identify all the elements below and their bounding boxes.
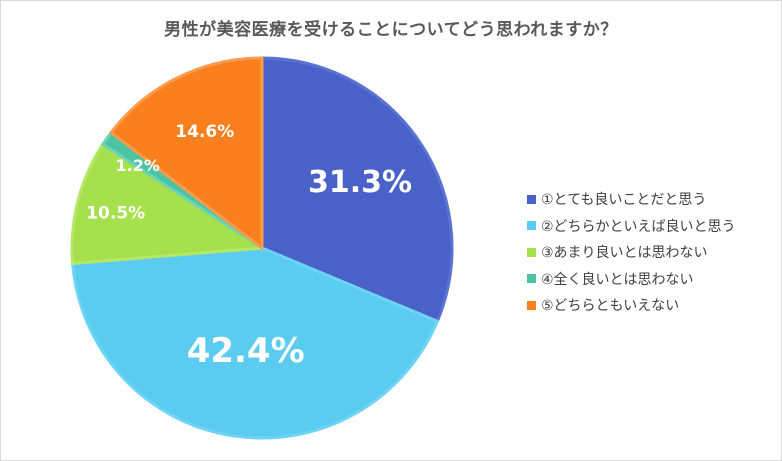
data-label-5: 14.6% xyxy=(175,122,234,142)
legend-item-3: ③あまり良いとは思わない xyxy=(527,239,736,266)
legend-label: ③あまり良いとは思わない xyxy=(541,245,708,262)
pie-slice-2 xyxy=(71,246,439,440)
legend-swatch xyxy=(527,194,536,204)
legend-item-2: ②どちらかといえば良いと思う xyxy=(527,213,736,240)
legend-swatch xyxy=(527,221,536,231)
legend-swatch xyxy=(527,300,536,310)
legend-label: ①とても良いことだと思う xyxy=(541,192,707,209)
data-label-2: 42.4% xyxy=(187,331,305,371)
legend-item-5: ⑤どちらともいえない xyxy=(527,292,736,319)
legend-item-4: ④全く良いとは思わない xyxy=(527,266,736,293)
legend-swatch xyxy=(527,274,536,284)
chart-title: 男性が美容医療を受けることについてどう思われますか？ xyxy=(164,20,618,40)
legend-item-1: ①とても良いことだと思う xyxy=(527,186,736,213)
chart-legend: ①とても良いことだと思う ②どちらかといえば良いと思う ③あまり良いとは思わない ④全… xyxy=(527,186,736,319)
data-label-1: 31.3% xyxy=(308,165,412,200)
legend-swatch xyxy=(527,247,536,257)
pie-slice-1 xyxy=(260,56,454,323)
legend-label: ②どちらかといえば良いと思う xyxy=(541,218,736,235)
pie-slice-3 xyxy=(70,142,264,265)
legend-label: ⑤どちらともいえない xyxy=(541,298,680,315)
data-label-3: 10.5% xyxy=(86,204,145,224)
legend-label: ④全く良いとは思わない xyxy=(541,271,694,288)
data-label-4: 1.2% xyxy=(116,156,160,175)
pie-slice-5 xyxy=(109,56,264,250)
